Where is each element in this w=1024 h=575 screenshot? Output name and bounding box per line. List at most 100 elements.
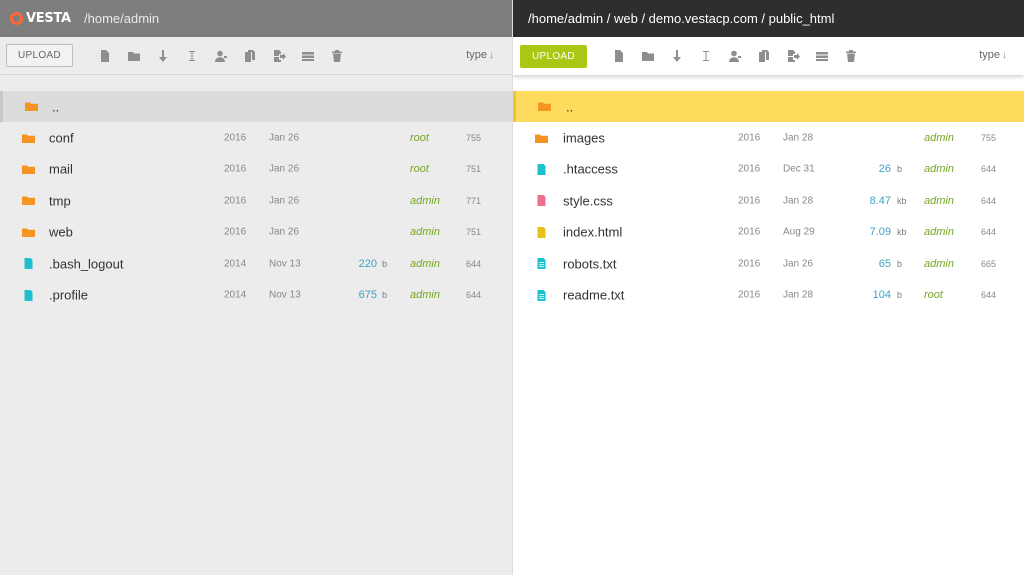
file-year: 2016 (738, 226, 761, 238)
download-icon[interactable] (155, 48, 171, 64)
file-row[interactable]: readme.txt 2016 Jan 28 104 b root 644 (513, 279, 1024, 310)
file-name[interactable]: robots.txt (563, 256, 617, 272)
right-upload-button[interactable]: UPLOAD (520, 44, 587, 68)
file-name[interactable]: web (49, 224, 73, 240)
file-date: Jan 26 (783, 258, 814, 270)
right-file-list: .. images 2016 Jan 28 admin 755 .htaccess 2016 D… (513, 91, 1024, 311)
new-file-icon[interactable] (611, 48, 627, 64)
file-name[interactable]: conf (49, 130, 74, 146)
vesta-logo[interactable]: VESTA (10, 11, 84, 26)
file-name[interactable]: .profile (49, 287, 89, 303)
left-pathbar: VESTA /home/admin (0, 0, 512, 37)
file-owner: admin (410, 289, 440, 302)
left-sort-label: type (466, 49, 487, 61)
new-folder-icon[interactable] (126, 48, 142, 64)
delete-icon[interactable] (329, 48, 345, 64)
file-date: Jan 26 (269, 132, 300, 144)
file-permissions: 751 (466, 164, 482, 175)
permissions-icon[interactable] (727, 48, 743, 64)
file-row[interactable]: web 2016 Jan 26 admin 751 (0, 217, 512, 248)
new-file-icon[interactable] (97, 48, 113, 64)
delete-icon[interactable] (843, 48, 859, 64)
download-icon[interactable] (669, 48, 685, 64)
file-year: 2016 (224, 226, 247, 238)
file-year: 2016 (224, 163, 247, 175)
file-name[interactable]: style.css (563, 193, 613, 209)
file-size-unit: b (897, 258, 903, 269)
file-row[interactable]: robots.txt 2016 Jan 26 65 b admin 665 (513, 248, 1024, 279)
file-size-unit: b (382, 258, 388, 269)
folder-icon (21, 225, 35, 239)
left-tool-icons (97, 48, 358, 64)
left-current-path[interactable]: /home/admin (84, 11, 160, 26)
file-icon (21, 257, 35, 271)
file-name[interactable]: .bash_logout (49, 256, 124, 272)
file-size: 7.09 (869, 226, 891, 239)
file-date: Jan 28 (783, 289, 814, 301)
permissions-icon[interactable] (213, 48, 229, 64)
file-size: 26 (878, 163, 891, 176)
right-toolbar: UPLOAD type ↓ (513, 37, 1024, 75)
file-name[interactable]: .. (566, 99, 574, 115)
rename-icon[interactable] (698, 48, 714, 64)
file-date: Nov 13 (269, 289, 301, 301)
file-owner: admin (924, 194, 954, 207)
file-row[interactable]: mail 2016 Jan 26 root 751 (0, 154, 512, 185)
copy-icon[interactable] (756, 48, 772, 64)
right-sort-label: type (979, 49, 1000, 61)
file-icon (534, 225, 548, 239)
text-file-icon (534, 257, 548, 271)
file-permissions: 751 (466, 227, 482, 238)
right-current-path[interactable]: /home/admin / web / demo.vestacp.com / p… (528, 11, 835, 26)
file-size-unit: kb (897, 227, 907, 238)
file-permissions: 644 (466, 290, 482, 301)
file-row[interactable]: style.css 2016 Jan 28 8.47 kb admin 644 (513, 185, 1024, 216)
file-owner: admin (410, 257, 440, 270)
archive-icon[interactable] (300, 48, 316, 64)
move-icon[interactable] (785, 48, 801, 64)
file-permissions: 644 (981, 227, 997, 238)
rename-icon[interactable] (184, 48, 200, 64)
file-year: 2016 (738, 163, 761, 175)
file-row[interactable]: .bash_logout 2014 Nov 13 220 b admin 644 (0, 248, 512, 279)
copy-icon[interactable] (242, 48, 258, 64)
file-row[interactable]: .. (0, 91, 512, 123)
folder-icon (537, 100, 551, 114)
file-owner: root (410, 132, 429, 145)
file-row[interactable]: index.html 2016 Aug 29 7.09 kb admin 644 (513, 217, 1024, 248)
file-permissions: 665 (981, 258, 997, 269)
file-name[interactable]: tmp (49, 193, 71, 209)
file-row[interactable]: .profile 2014 Nov 13 675 b admin 644 (0, 279, 512, 310)
file-name[interactable]: .. (52, 99, 60, 115)
file-size: 675 (358, 289, 377, 302)
file-row[interactable]: .htaccess 2016 Dec 31 26 b admin 644 (513, 154, 1024, 185)
file-year: 2014 (224, 258, 247, 270)
file-row[interactable]: conf 2016 Jan 26 root 755 (0, 122, 512, 153)
file-name[interactable]: index.html (563, 224, 623, 240)
file-owner: admin (924, 163, 954, 176)
file-date: Jan 26 (269, 195, 300, 207)
file-size-unit: b (897, 290, 903, 301)
file-row[interactable]: .. (513, 91, 1024, 123)
archive-icon[interactable] (814, 48, 830, 64)
right-tool-icons (611, 48, 872, 64)
file-owner: root (410, 163, 429, 176)
file-owner: root (924, 289, 943, 302)
new-folder-icon[interactable] (640, 48, 656, 64)
right-sort-dropdown[interactable]: type ↓ (979, 49, 1007, 61)
file-size-unit: b (897, 164, 903, 175)
file-name[interactable]: images (563, 130, 605, 146)
logo-text: VESTA (26, 11, 71, 26)
file-permissions: 755 (466, 133, 482, 144)
left-sort-dropdown[interactable]: type ↓ (466, 49, 494, 61)
file-size-unit: b (382, 290, 388, 301)
file-row[interactable]: tmp 2016 Jan 26 admin 771 (0, 185, 512, 216)
file-name[interactable]: mail (49, 161, 73, 177)
file-name[interactable]: readme.txt (563, 287, 625, 303)
folder-icon (534, 131, 548, 145)
left-upload-button[interactable]: UPLOAD (6, 44, 73, 67)
file-name[interactable]: .htaccess (563, 161, 618, 177)
move-icon[interactable] (271, 48, 287, 64)
file-year: 2016 (738, 132, 761, 144)
file-row[interactable]: images 2016 Jan 28 admin 755 (513, 122, 1024, 153)
